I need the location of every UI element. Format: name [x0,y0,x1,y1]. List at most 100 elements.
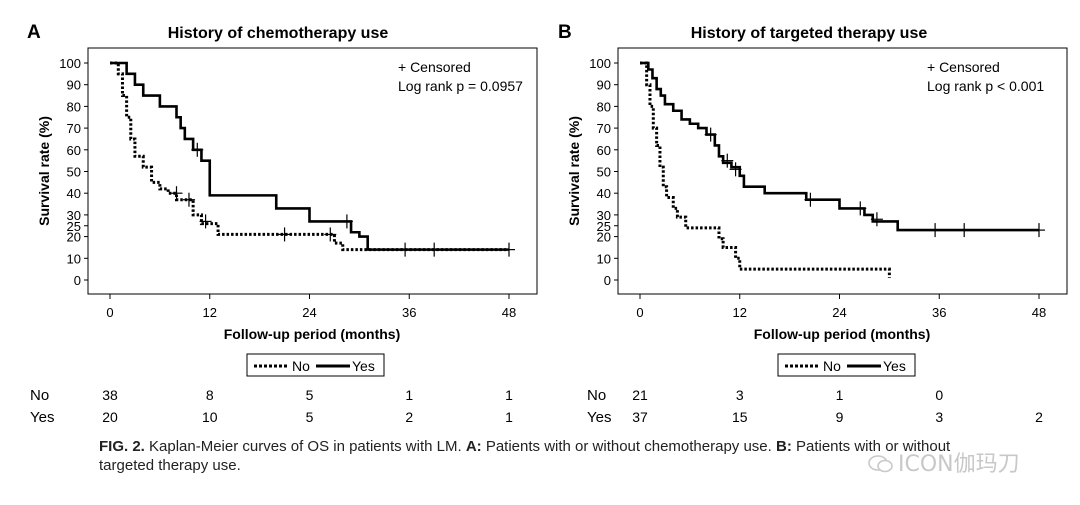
at-risk-row-label: No [587,387,606,404]
censored-marker [804,192,817,207]
at-risk-count: 8 [206,387,214,403]
panel-b-at-risk-table: No 21 3 1 0 Yes 37 15 9 3 2 [587,387,1043,426]
panel-a-legend: No Yes [246,353,385,377]
at-risk-count: 1 [505,409,513,425]
legend-yes-label: Yes [352,358,375,374]
censored-marker [182,192,195,207]
censored-marker [170,186,183,201]
censored-marker [729,162,742,177]
series-line-yes [640,61,1039,232]
y-tick-label: 90 [67,78,81,93]
y-tick-label: 60 [597,143,611,158]
x-tick-label: 48 [502,305,516,320]
caption-figure-label: FIG. 2. [99,438,145,455]
at-risk-row-label: No [30,387,49,404]
y-tick-label: 90 [597,78,611,93]
at-risk-count: 3 [736,387,744,403]
at-risk-count: 1 [505,387,513,403]
panel-a: A History of chemotherapy use 0102025304… [27,22,538,426]
y-tick-label: 50 [597,165,611,180]
at-risk-count: 10 [202,409,218,425]
at-risk-count: 3 [935,409,943,425]
figure-caption: FIG. 2. Kaplan-Meier curves of OS in pat… [99,437,999,475]
x-tick-label: 36 [402,305,416,320]
panel-b-y-axis-label: Survival rate (%) [566,116,582,226]
censored-marker [428,242,441,257]
at-risk-count: 38 [102,387,118,403]
y-tick-label: 25 [67,219,81,234]
y-tick-label: 40 [67,186,81,201]
censored-marker [340,214,353,229]
censored-marker [399,242,412,257]
y-tick-label: 10 [597,251,611,266]
y-tick-label: 20 [597,230,611,245]
x-tick-label: 12 [733,305,747,320]
x-tick-label: 12 [203,305,217,320]
y-tick-label: 70 [67,121,81,136]
y-tick-label: 20 [67,230,81,245]
panel-a-at-risk-table: No 38 8 5 1 1 Yes 20 10 5 2 1 [30,387,513,426]
censored-marker [278,227,291,242]
at-risk-count: 21 [632,387,648,403]
censored-marker [324,227,337,242]
at-risk-row-label: Yes [30,409,54,426]
censored-marker [704,127,717,142]
x-tick-label: 48 [1032,305,1046,320]
censored-marker [958,223,971,238]
censored-marker [929,223,942,238]
panel-a-curves [110,61,515,257]
panel-b-censored-note: + Censored [927,59,1000,75]
at-risk-row-label: Yes [587,409,611,426]
censored-marker [503,242,515,257]
at-risk-count: 2 [405,409,413,425]
y-tick-label: 40 [597,186,611,201]
panel-a-title: History of chemotherapy use [168,25,389,42]
at-risk-count: 9 [836,409,844,425]
y-tick-label: 30 [67,208,81,223]
at-risk-count: 2 [1035,409,1043,425]
y-tick-label: 30 [597,208,611,223]
legend-no-label: No [823,358,841,374]
x-tick-label: 0 [106,305,113,320]
watermark: ICON伽玛刀 [868,446,1020,478]
x-tick-label: 24 [302,305,316,320]
panel-b-x-axis-label: Follow-up period (months) [754,326,931,342]
panel-b-legend: No Yes [777,353,916,377]
censored-marker [721,153,734,168]
censored-marker [199,214,212,229]
panel-a-y-axis-label: Survival rate (%) [36,116,52,226]
legend-no-label: No [292,358,310,374]
panel-b-x-axis: 0 12 24 36 48 [636,294,1046,320]
caption-b-label: B: [775,438,792,455]
panel-a-label: A [27,22,41,43]
at-risk-count: 5 [306,409,314,425]
at-risk-count: 5 [306,387,314,403]
censored-marker [870,212,883,227]
series-line-no [640,61,891,278]
at-risk-count: 1 [405,387,413,403]
wechat-icon [868,455,893,473]
legend-yes-label: Yes [883,358,906,374]
y-tick-label: 0 [604,273,611,288]
panel-a-censored-note: + Censored [398,59,471,75]
panel-b-label: B [558,22,572,43]
caption-text: Kaplan-Meier curves of OS in patients wi… [144,438,466,455]
censored-marker [191,142,204,157]
y-tick-label: 70 [597,121,611,136]
panel-a-logrank-note: Log rank p = 0.0957 [398,78,523,94]
y-tick-label: 100 [59,56,81,71]
x-tick-label: 0 [636,305,643,320]
y-tick-label: 80 [67,99,81,114]
series-line-no [110,61,509,252]
watermark-text: ICON伽玛刀 [898,452,1020,477]
at-risk-count: 15 [732,409,748,425]
y-tick-label: 80 [597,99,611,114]
y-tick-label: 50 [67,165,81,180]
panel-b: B History of targeted therapy use 010202… [558,22,1068,426]
at-risk-count: 0 [935,387,943,403]
caption-a-label: A: [465,438,482,455]
panel-b-logrank-note: Log rank p < 0.001 [927,78,1044,94]
y-tick-label: 60 [67,143,81,158]
